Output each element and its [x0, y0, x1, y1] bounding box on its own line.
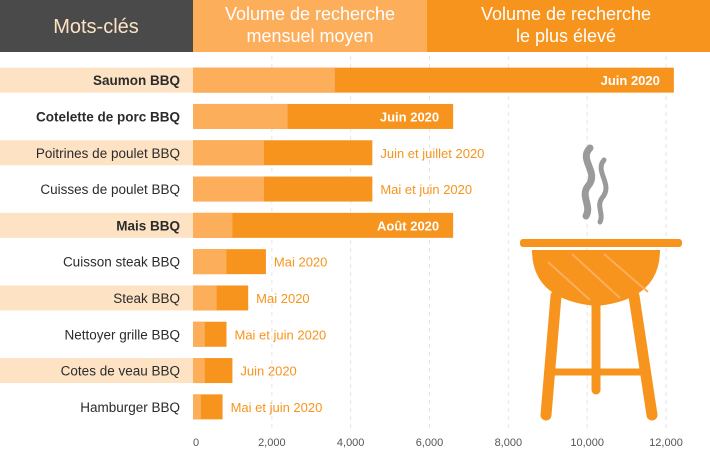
peak-label: Juin et juillet 2020: [380, 146, 484, 161]
peak-label: Juin 2020: [601, 73, 660, 88]
header-keywords: Mots-clés: [53, 16, 139, 38]
bar-avg: [193, 140, 264, 166]
category-label: Cuisses de poulet BBQ: [40, 182, 180, 197]
x-tick-label: 0: [193, 437, 199, 449]
peak-label: Juin 2020: [380, 109, 439, 124]
x-tick-label: 6,000: [416, 437, 444, 449]
category-label: Steak BBQ: [113, 291, 180, 306]
x-tick-label: 4,000: [337, 437, 365, 449]
category-label: Cuisson steak BBQ: [63, 255, 180, 270]
bar-avg: [193, 67, 335, 93]
row-stripe: [0, 212, 193, 238]
category-label: Poitrines de poulet BBQ: [36, 146, 180, 161]
bar-avg: [193, 249, 227, 275]
bar-avg: [193, 103, 288, 129]
header-keywords-cell: [0, 0, 193, 52]
row-stripe: [0, 285, 193, 311]
row-stripe: [0, 358, 193, 384]
row-stripe: [0, 140, 193, 166]
x-tick-label: 2,000: [258, 437, 286, 449]
bar-avg: [193, 212, 233, 238]
peak-label: Mai 2020: [274, 255, 327, 270]
category-label: Cotelette de porc BBQ: [36, 109, 180, 124]
peak-label: Mai et juin 2020: [235, 327, 327, 342]
category-label: Mais BBQ: [116, 218, 180, 233]
x-tick-label: 10,000: [570, 437, 604, 449]
peak-label: Juin 2020: [240, 364, 296, 379]
header-max-line2: le plus élevé: [516, 26, 616, 46]
category-label: Hamburger BBQ: [80, 400, 180, 415]
category-label: Cotes de veau BBQ: [61, 364, 180, 379]
bar-avg: [193, 358, 205, 384]
bar-avg: [193, 394, 201, 420]
peak-label: Mai et juin 2020: [231, 400, 323, 415]
barbecue-grill-icon: [520, 144, 682, 421]
bar-avg: [193, 176, 264, 202]
row-stripe: [0, 67, 193, 93]
category-label: Nettoyer grille BBQ: [64, 327, 180, 342]
peak-label: Mai et juin 2020: [380, 182, 472, 197]
peak-label: Mai 2020: [256, 291, 309, 306]
peak-label: Août 2020: [377, 218, 439, 233]
bar-avg: [193, 285, 217, 311]
header-avg-line1: Volume de recherche: [225, 4, 395, 24]
bar-avg: [193, 321, 205, 347]
header-avg-line2: mensuel moyen: [246, 26, 373, 46]
header-max-cell: [427, 0, 710, 52]
x-tick-label: 8,000: [495, 437, 523, 449]
category-label: Saumon BBQ: [93, 73, 180, 88]
header-avg-cell: [193, 0, 427, 52]
header-max-line1: Volume de recherche: [481, 4, 651, 24]
bar-max: [193, 212, 454, 238]
x-tick-label: 12,000: [649, 437, 683, 449]
